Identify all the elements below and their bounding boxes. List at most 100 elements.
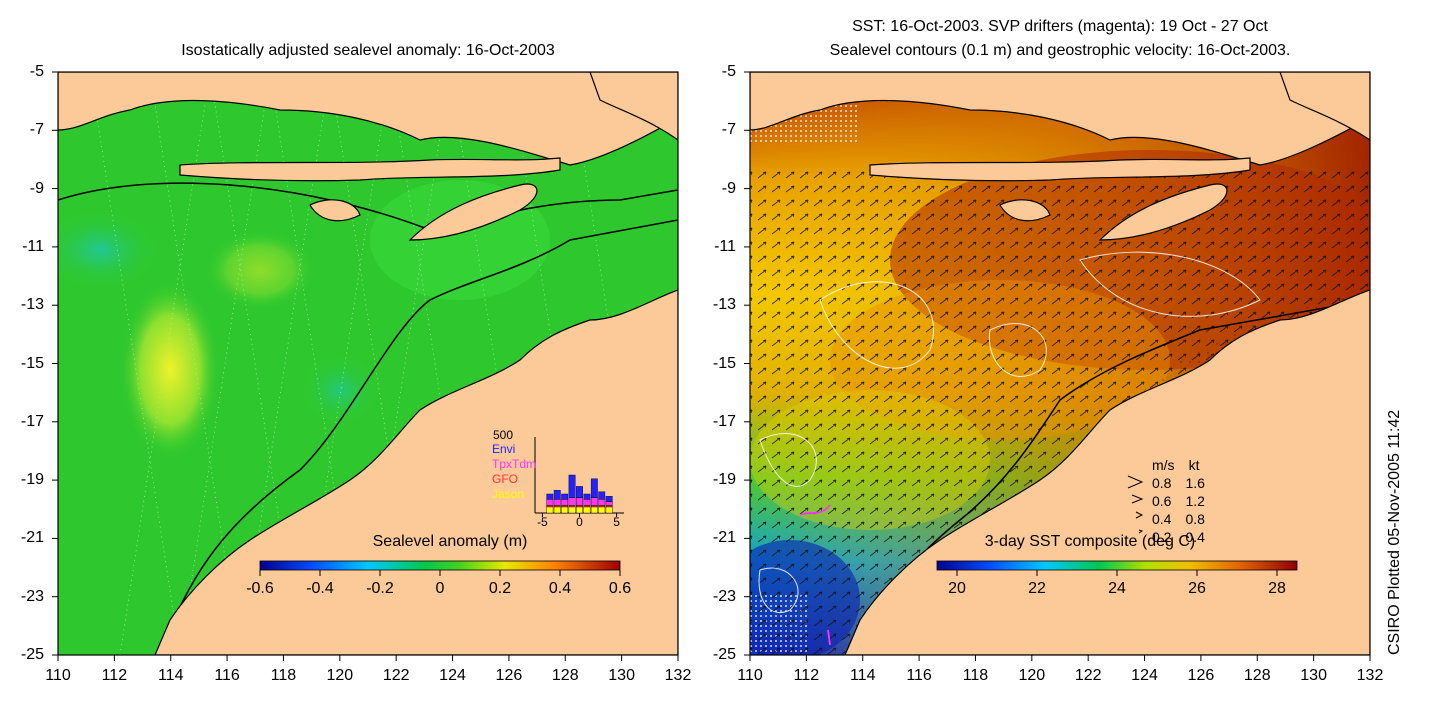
histogram-bar-jason bbox=[598, 506, 606, 514]
histogram-bar-jason bbox=[576, 506, 583, 514]
right-map-panel bbox=[749, 71, 1371, 656]
x-tick-label: 114 bbox=[157, 667, 184, 684]
left-colorbar bbox=[259, 560, 621, 576]
inset-legend-entry: Envi bbox=[492, 442, 516, 456]
histogram-bar-jason bbox=[583, 506, 591, 514]
x-tick-label: 126 bbox=[1187, 667, 1215, 684]
colorbar-tick-label: 22 bbox=[1028, 580, 1046, 597]
x-tick-label: 114 bbox=[849, 667, 876, 684]
y-tick-label: -19 bbox=[20, 471, 44, 489]
histogram-bar-tpx bbox=[561, 499, 569, 506]
histogram-bar-jason bbox=[590, 506, 598, 514]
x-tick-label: 126 bbox=[495, 667, 523, 684]
x-tick-label: 116 bbox=[906, 667, 932, 684]
shelf-break-contour bbox=[159, 219, 678, 655]
x-tick-label: 124 bbox=[439, 667, 466, 684]
colorbar-tick-label: -0.2 bbox=[366, 580, 394, 597]
colorbar-tick-label: 28 bbox=[1268, 580, 1286, 597]
histogram-bar-gfo bbox=[598, 505, 606, 508]
velocity-legend-kt-header: kt bbox=[1188, 457, 1200, 473]
y-tick-label: -5 bbox=[29, 63, 44, 80]
colorbar-tick-label: 0 bbox=[435, 580, 445, 597]
y-tick-label: -17 bbox=[712, 412, 736, 430]
y-tick-label: -9 bbox=[29, 179, 44, 197]
right-panel-title-line2: Sealevel contours (0.1 m) and geostrophi… bbox=[829, 42, 1291, 59]
y-tick-label: -25 bbox=[20, 646, 44, 663]
sla-colorbar-label: Sealevel anomaly (m) bbox=[372, 533, 528, 550]
velocity-legend-ms: 0.4 bbox=[1152, 511, 1172, 527]
y-tick-label: -9 bbox=[721, 179, 736, 197]
velocity-legend-kt: 0.8 bbox=[1185, 511, 1205, 527]
inset-x-tick-label: 5 bbox=[613, 515, 620, 529]
x-tick-label: 110 bbox=[45, 667, 71, 684]
velocity-legend-row: 0.2 0.4 bbox=[1152, 528, 1205, 546]
x-tick-label: 132 bbox=[1356, 667, 1384, 684]
velocity-legend-ms: 0.6 bbox=[1152, 493, 1172, 509]
x-tick-label: 116 bbox=[214, 667, 240, 684]
y-tick-label: -7 bbox=[721, 121, 736, 139]
inset-ymax-label: 500 bbox=[493, 428, 514, 442]
axis-ticks bbox=[52, 71, 1371, 661]
histogram-bar-gfo bbox=[576, 505, 583, 508]
sla-high-anomaly bbox=[120, 280, 220, 460]
x-tick-label: 130 bbox=[1300, 667, 1327, 684]
histogram-bar-gfo bbox=[605, 505, 613, 508]
velocity-legend: m/s kt 0.8 1.6 0.6 1.2 0.4 0.8 0.2 0.4 bbox=[1152, 456, 1205, 546]
sla-colorbar-gradient bbox=[259, 560, 621, 571]
sealevel-contours bbox=[758, 251, 1261, 613]
left-panel-title: Isostatically adjusted sealevel anomaly:… bbox=[181, 42, 555, 59]
y-tick-label: -23 bbox=[712, 587, 736, 605]
x-tick-label: 112 bbox=[101, 667, 128, 684]
histogram-bar-gfo bbox=[553, 505, 561, 508]
land-timor bbox=[408, 183, 538, 241]
colorbar-tick-label: 20 bbox=[948, 580, 966, 597]
land-java-bali-right bbox=[750, 72, 1370, 166]
inset-x-tick-label: -5 bbox=[537, 515, 548, 529]
inset-x-tick-label: 0 bbox=[576, 515, 583, 529]
histogram-bar-jason bbox=[546, 506, 554, 514]
right-colorbar bbox=[936, 560, 1298, 576]
colorbar-tick-label: -0.4 bbox=[306, 580, 334, 597]
histogram-bar-envi bbox=[583, 493, 591, 500]
x-tick-label: 120 bbox=[1018, 667, 1046, 684]
histogram-bar-tpx bbox=[568, 497, 576, 506]
histogram-bar-gfo bbox=[546, 505, 554, 508]
y-tick-label: -5 bbox=[721, 63, 736, 80]
y-tick-label: -23 bbox=[20, 587, 44, 605]
histogram-bar-gfo bbox=[561, 505, 569, 508]
velocity-legend-kt: 1.6 bbox=[1185, 475, 1205, 491]
inset-legend-entry: Jason bbox=[492, 487, 525, 501]
x-tick-label: 112 bbox=[793, 667, 820, 684]
x-tick-label: 128 bbox=[1243, 667, 1271, 684]
colorbar-tick-label: 0.4 bbox=[548, 580, 572, 597]
x-tick-label: 118 bbox=[270, 667, 297, 684]
y-tick-label: -21 bbox=[712, 529, 736, 547]
y-tick-label: -15 bbox=[20, 354, 44, 372]
velocity-legend-kt: 1.2 bbox=[1185, 493, 1205, 509]
y-tick-label: -21 bbox=[20, 529, 44, 547]
velocity-legend-row: 0.6 1.2 bbox=[1152, 492, 1205, 510]
colorbar-tick-label: 0.2 bbox=[488, 580, 512, 597]
colorbar-tick-label: 0.6 bbox=[608, 580, 632, 597]
velocity-legend-row: 0.4 0.8 bbox=[1152, 510, 1205, 528]
land-sumba bbox=[309, 199, 361, 222]
velocity-legend-ms-header: m/s bbox=[1152, 457, 1175, 473]
colorbar-tick-label: 24 bbox=[1108, 580, 1126, 597]
y-tick-label: -15 bbox=[712, 354, 736, 372]
velocity-legend-row: 0.8 1.6 bbox=[1152, 474, 1205, 492]
y-tick-label: -13 bbox=[712, 296, 736, 314]
histogram-bar-envi bbox=[590, 478, 598, 498]
y-tick-label: -7 bbox=[29, 121, 44, 139]
histogram-bar-tpx bbox=[553, 499, 561, 506]
histogram-bar-envi bbox=[605, 496, 613, 502]
histogram-bar-envi bbox=[561, 493, 569, 500]
inset-legend: Envi TpxTdm GFO Jason bbox=[492, 442, 536, 502]
histogram-bar-jason bbox=[605, 506, 613, 514]
right-panel-title-line1: SST: 16-Oct-2003. SVP drifters (magenta)… bbox=[852, 18, 1268, 35]
x-tick-label: 122 bbox=[382, 667, 410, 684]
x-tick-label: 132 bbox=[664, 667, 692, 684]
histogram-bar-jason bbox=[553, 506, 561, 514]
histogram-bar-gfo bbox=[590, 505, 598, 508]
svp-drifter-track bbox=[799, 504, 831, 516]
